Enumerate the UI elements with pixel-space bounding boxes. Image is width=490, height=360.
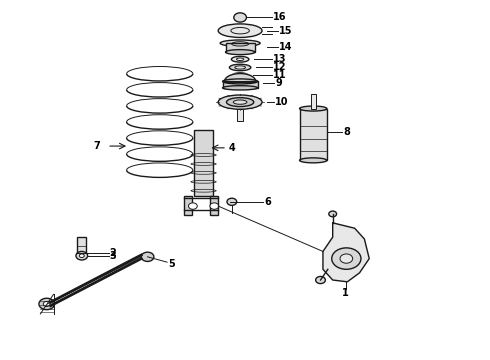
Ellipse shape bbox=[237, 58, 244, 60]
Ellipse shape bbox=[299, 158, 327, 163]
Bar bbox=[299, 109, 327, 160]
Text: 13: 13 bbox=[273, 54, 286, 64]
Bar bbox=[184, 196, 192, 215]
Circle shape bbox=[141, 252, 154, 261]
Circle shape bbox=[189, 203, 197, 209]
Text: 11: 11 bbox=[273, 70, 286, 80]
Text: 2: 2 bbox=[110, 248, 116, 258]
Text: 14: 14 bbox=[279, 42, 293, 52]
Ellipse shape bbox=[235, 66, 245, 69]
Ellipse shape bbox=[222, 86, 258, 90]
Text: 15: 15 bbox=[279, 26, 293, 36]
Text: 5: 5 bbox=[168, 259, 175, 269]
Circle shape bbox=[76, 251, 88, 260]
Polygon shape bbox=[323, 223, 369, 282]
Ellipse shape bbox=[220, 40, 260, 46]
Circle shape bbox=[340, 254, 353, 263]
Ellipse shape bbox=[299, 106, 327, 111]
Ellipse shape bbox=[222, 79, 258, 84]
Circle shape bbox=[329, 211, 337, 217]
Text: 7: 7 bbox=[93, 141, 100, 151]
Circle shape bbox=[227, 198, 237, 205]
Bar bbox=[210, 196, 218, 215]
Text: 3: 3 bbox=[110, 251, 116, 261]
Ellipse shape bbox=[229, 64, 251, 71]
Text: 8: 8 bbox=[343, 127, 350, 137]
Text: 10: 10 bbox=[275, 97, 289, 107]
Bar bbox=[225, 43, 255, 52]
Circle shape bbox=[43, 301, 50, 306]
Circle shape bbox=[210, 203, 219, 209]
Text: 12: 12 bbox=[273, 63, 286, 72]
Ellipse shape bbox=[233, 100, 247, 104]
Polygon shape bbox=[224, 73, 256, 82]
Text: 16: 16 bbox=[273, 13, 286, 22]
Circle shape bbox=[39, 298, 54, 310]
Ellipse shape bbox=[218, 24, 262, 37]
Circle shape bbox=[234, 13, 246, 22]
Bar bbox=[237, 109, 243, 121]
Text: 6: 6 bbox=[264, 197, 271, 207]
Bar bbox=[311, 94, 316, 109]
Text: 1: 1 bbox=[342, 288, 348, 297]
Ellipse shape bbox=[225, 50, 255, 55]
Circle shape bbox=[316, 276, 325, 284]
Text: 9: 9 bbox=[275, 78, 282, 88]
Text: 4: 4 bbox=[229, 143, 236, 153]
Ellipse shape bbox=[231, 57, 249, 62]
Ellipse shape bbox=[226, 98, 254, 107]
Bar bbox=[77, 237, 86, 257]
Ellipse shape bbox=[218, 95, 262, 109]
Circle shape bbox=[79, 254, 84, 257]
Bar bbox=[194, 130, 213, 196]
Bar bbox=[200, 130, 207, 180]
Ellipse shape bbox=[232, 73, 248, 78]
Circle shape bbox=[332, 248, 361, 269]
Bar bbox=[222, 81, 258, 88]
Circle shape bbox=[237, 73, 244, 78]
